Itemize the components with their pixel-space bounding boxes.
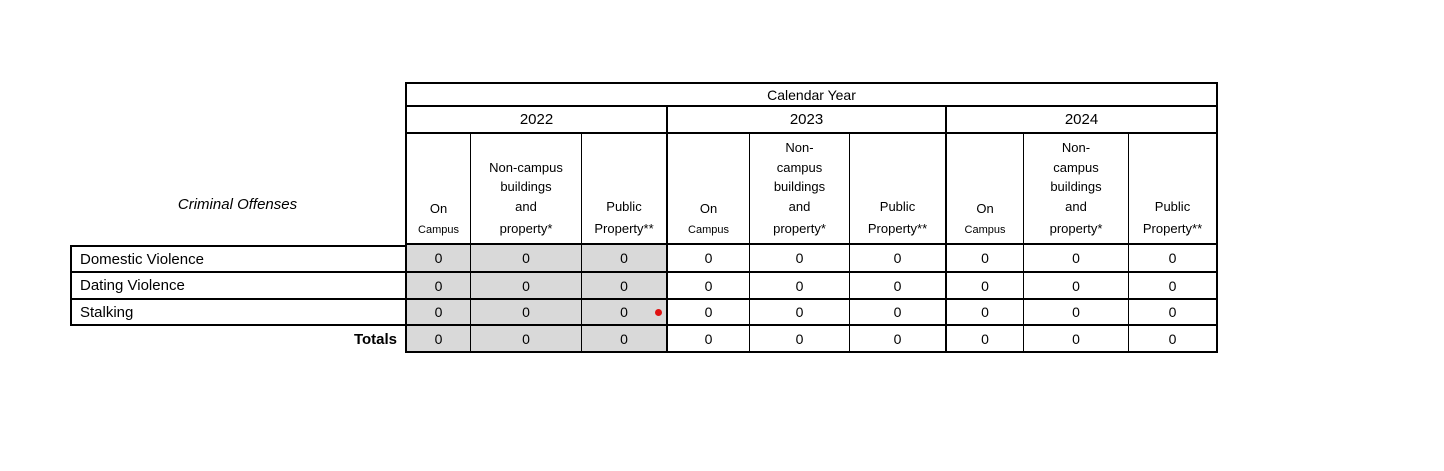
totals-row-label: Totals <box>353 331 397 348</box>
data-cell: 0 <box>582 273 668 300</box>
data-cell: 0 <box>668 245 750 273</box>
col-header-2023-on-campus: On Campus <box>668 134 750 245</box>
header-line-1: Non- campus buildings and <box>773 140 826 214</box>
header-line-2: Campus <box>688 223 729 236</box>
totals-cell: 0 <box>850 326 947 353</box>
data-cell: 0 <box>668 300 750 326</box>
header-line-1: Non- campus buildings and <box>1050 140 1102 214</box>
header-line-2: Property** <box>594 221 654 237</box>
data-cell: 0 <box>850 245 947 273</box>
col-header-2022-public-property: Public Property** <box>582 134 668 245</box>
data-cell: 0 <box>1129 245 1218 273</box>
data-cell: 0 <box>1129 300 1218 326</box>
totals-cell: 0 <box>947 326 1024 353</box>
totals-cell: 0 <box>582 326 668 353</box>
offense-row-label: Stalking <box>70 300 405 326</box>
header-line-1: Public <box>606 198 642 214</box>
criminal-offenses-statistics-table: Calendar Year 2022 2023 2024 Criminal Of… <box>70 82 1218 353</box>
data-cell: 0 <box>405 300 471 326</box>
totals-cell: 0 <box>750 326 850 353</box>
comment-annotation-dot <box>655 308 662 316</box>
year-header-2024: 2024 <box>947 107 1218 134</box>
offense-row-label: Domestic Violence <box>70 245 405 273</box>
data-cell: 0 <box>750 245 850 273</box>
data-cell: 0 <box>1024 300 1129 326</box>
data-cell: 0 <box>750 273 850 300</box>
header-line-2: Campus <box>418 223 459 236</box>
data-cell: 0 <box>405 273 471 300</box>
header-line-2: property* <box>1049 221 1103 237</box>
totals-cell: 0 <box>1024 326 1129 353</box>
col-header-2024-noncampus: Non- campus buildings and property* <box>1024 134 1129 245</box>
data-cell: 0 <box>1024 273 1129 300</box>
col-header-2022-on-campus: On Campus <box>405 134 471 245</box>
header-line-1: On <box>699 201 718 217</box>
header-line-1: Public <box>1154 198 1191 214</box>
header-line-2: property* <box>773 221 826 237</box>
corner-spacer <box>70 107 405 134</box>
header-line-2: Campus <box>964 223 1006 236</box>
header-line-1: On <box>429 201 448 217</box>
offense-row-label: Dating Violence <box>70 273 405 300</box>
totals-cell: 0 <box>471 326 582 353</box>
data-cell: 0 <box>947 273 1024 300</box>
col-header-2022-noncampus: Non-campus buildings and property* <box>471 134 582 245</box>
col-header-2023-noncampus: Non- campus buildings and property* <box>750 134 850 245</box>
col-header-2023-public-property: Public Property** <box>850 134 947 245</box>
totals-cell: 0 <box>1129 326 1218 353</box>
data-cell: 0 <box>850 300 947 326</box>
data-cell: 0 <box>471 300 582 326</box>
data-cell: 0 <box>1129 273 1218 300</box>
data-cell: 0 <box>947 300 1024 326</box>
year-header-2022: 2022 <box>405 107 668 134</box>
header-line-2: property* <box>499 221 553 237</box>
data-cell: 0 <box>405 245 471 273</box>
data-cell: 0 <box>582 245 668 273</box>
data-cell: 0 <box>471 273 582 300</box>
data-cell: 0 <box>850 273 947 300</box>
totals-cell: 0 <box>405 326 471 353</box>
data-cell: 0 <box>582 300 668 326</box>
criminal-offenses-heading: Criminal Offenses <box>177 196 298 213</box>
header-line-1: Public <box>879 198 916 214</box>
header-line-1: On <box>976 201 994 217</box>
data-cell: 0 <box>668 273 750 300</box>
data-cell: 0 <box>471 245 582 273</box>
col-header-2024-public-property: Public Property** <box>1129 134 1218 245</box>
calendar-year-spanner: Calendar Year <box>405 82 1218 107</box>
header-line-2: Property** <box>1142 221 1203 237</box>
corner-spacer <box>70 82 405 107</box>
header-line-1: Non-campus buildings and <box>489 159 563 214</box>
data-cell: 0 <box>1024 245 1129 273</box>
data-cell: 0 <box>947 245 1024 273</box>
header-line-2: Property** <box>867 221 928 237</box>
data-cell: 0 <box>750 300 850 326</box>
totals-cell: 0 <box>668 326 750 353</box>
year-header-2023: 2023 <box>668 107 947 134</box>
col-header-2024-on-campus: On Campus <box>947 134 1024 245</box>
